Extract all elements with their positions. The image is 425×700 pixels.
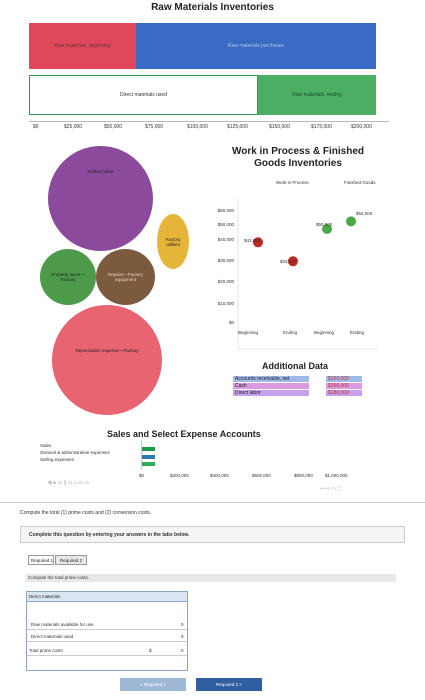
- wip-point-label: $50,000: [316, 222, 333, 227]
- raw-materials-purchases-label: Raw materials purchases: [227, 43, 285, 49]
- next-button[interactable]: Required 2 >: [196, 678, 262, 691]
- viz-toolbar-icons[interactable]: ⇦ ⇨ ▭ ⛶: [320, 486, 341, 492]
- bubble-indirect-labor: Indirect labor: [48, 146, 153, 251]
- tab-prompt-bar: Compute the total prime costs.: [26, 574, 396, 582]
- additional-row-label: Accounts receivable, net: [233, 376, 309, 382]
- bubble-property-taxes-label: Property taxes—Factory: [51, 272, 85, 282]
- additional-row-value: $350,000: [326, 383, 362, 389]
- sales-bar: [141, 447, 155, 451]
- raw-materials-ending-bar: Raw materials, ending: [258, 75, 376, 115]
- answer-row-value[interactable]: 0: [181, 622, 184, 627]
- direct-materials-used-bar: Direct materials used: [29, 75, 258, 115]
- answer-table-row: Raw materials available for use 0: [27, 620, 187, 630]
- wip-x-label: Ending: [283, 330, 298, 335]
- top-axis-tick: $100,000: [187, 124, 208, 130]
- tab-required-1[interactable]: Required 1: [28, 555, 54, 565]
- sales-title: Sales and Select Expense Accounts: [107, 429, 261, 439]
- answer-row-label: Direct materials used: [31, 634, 74, 639]
- sales-x-tick: $200,000: [170, 473, 189, 478]
- wip-point-label: $43,000: [244, 238, 261, 243]
- top-axis-tick: $50,000: [104, 124, 123, 130]
- tab-required-2[interactable]: Required 2: [55, 555, 87, 565]
- wip-point-label: $33,000: [280, 259, 297, 264]
- additional-row-label: Direct labor: [233, 390, 309, 396]
- answer-table-row: Total prime costs $ 0: [27, 646, 187, 656]
- tab-prompt: Compute the total prime costs.: [28, 575, 90, 580]
- answer-table: Direct materials Raw materials available…: [26, 591, 188, 671]
- sales-x-tick: $800,000: [294, 473, 313, 478]
- answer-row-value[interactable]: 0: [181, 634, 184, 639]
- top-axis-tick: $0: [33, 124, 39, 130]
- bubble-indirect-labor-label: Indirect labor: [87, 168, 114, 174]
- raw-materials-beginning-label: Raw materials, beginning: [54, 43, 111, 49]
- bubble-depreciation: Depreciation expense—Factory: [52, 305, 162, 415]
- bubble-factory-utilities: Factory utilities: [157, 214, 189, 269]
- sales-axis-line: [141, 440, 142, 470]
- wip-x-label: Beginning: [314, 330, 335, 335]
- top-axis-line: [29, 121, 389, 122]
- top-axis-tick: $125,000: [227, 124, 248, 130]
- question-prompt: Compute the total (1) prime costs and (2…: [20, 510, 152, 516]
- instruction-box: Complete this question by entering your …: [20, 526, 405, 543]
- wip-y-tick: $20,000: [217, 279, 234, 284]
- top-axis-tick: $75,000: [145, 124, 164, 130]
- raw-materials-beginning-bar: Raw materials, beginning: [29, 23, 136, 69]
- answer-row-label: Total prime costs: [29, 648, 63, 653]
- top-axis-tick: $175,000: [311, 124, 332, 130]
- section-divider: [0, 502, 425, 503]
- additional-row-value: $150,000: [326, 376, 362, 382]
- sales-x-tick: $400,000: [210, 473, 229, 478]
- sales-x-tick: $0: [139, 473, 145, 478]
- sales-x-tick: $1,000,000: [325, 473, 348, 478]
- sales-x-tick: $600,000: [252, 473, 271, 478]
- additional-row-label: Cash: [233, 383, 309, 389]
- answer-row-dollar: $: [149, 648, 152, 653]
- additional-data-title: Additional Data: [262, 361, 329, 371]
- wip-y-tick: $40,000: [217, 237, 234, 242]
- selling-bar: [141, 462, 155, 466]
- wip-point-label: $54,000: [356, 211, 373, 216]
- wip-point: [346, 216, 356, 227]
- answer-table-row: Direct materials used 0: [27, 632, 187, 642]
- wip-y-tick: $10,000: [217, 301, 234, 306]
- wip-y-tick: $60,000: [217, 208, 234, 213]
- tableau-toolbar[interactable]: ⊕ ▸ ▭ ▯ ▭ ⌂ ▭ ▭: [48, 480, 90, 486]
- instruction-text: Complete this question by entering your …: [29, 532, 190, 538]
- bubble-repairs-factory-label: Repairs—Factory equipment: [107, 272, 143, 282]
- wip-x-label: Beginning: [238, 330, 259, 335]
- wip-legend-wip: Work in Process: [276, 180, 309, 185]
- additional-row-value: $180,000: [326, 390, 362, 396]
- wip-legend-fg: Finished Goods: [344, 180, 376, 185]
- sales-label: General & administrative expenses: [40, 450, 110, 455]
- wip-y-tick: $0: [228, 320, 234, 325]
- raw-materials-title: Raw Materials Inventories: [151, 2, 274, 13]
- bubble-property-taxes: Property taxes—Factory: [40, 249, 96, 305]
- answer-table-header: Direct materials: [27, 592, 187, 602]
- raw-materials-purchases-bar: Raw materials purchases: [136, 23, 376, 69]
- top-axis-tick: $200,000: [351, 124, 372, 130]
- bubble-factory-utilities-label: Factory utilities: [165, 236, 181, 247]
- answer-table-header-label: Direct materials: [29, 594, 61, 599]
- bubble-repairs-factory: Repairs—Factory equipment: [96, 249, 155, 305]
- answer-row-label: Raw materials available for use: [31, 622, 94, 627]
- prev-button[interactable]: < Required 1: [120, 678, 186, 691]
- sales-label: Selling expenses: [40, 457, 75, 462]
- bubble-depreciation-label: Depreciation expense—Factory: [75, 347, 139, 353]
- general-admin-bar: [141, 455, 155, 459]
- top-axis-tick: $25,000: [64, 124, 83, 130]
- wip-y-tick: $50,000: [217, 222, 234, 227]
- wip-x-label: Ending: [350, 330, 365, 335]
- direct-materials-used-label: Direct materials used: [120, 92, 167, 98]
- wip-y-tick: $30,000: [217, 258, 234, 263]
- top-axis-tick: $150,000: [269, 124, 290, 130]
- sales-label: Sales: [40, 443, 52, 448]
- wip-chart-title: Work in Process & Finished Goods Invento…: [231, 146, 365, 169]
- answer-row-value[interactable]: 0: [181, 648, 184, 653]
- raw-materials-ending-label: Raw materials, ending: [292, 92, 342, 98]
